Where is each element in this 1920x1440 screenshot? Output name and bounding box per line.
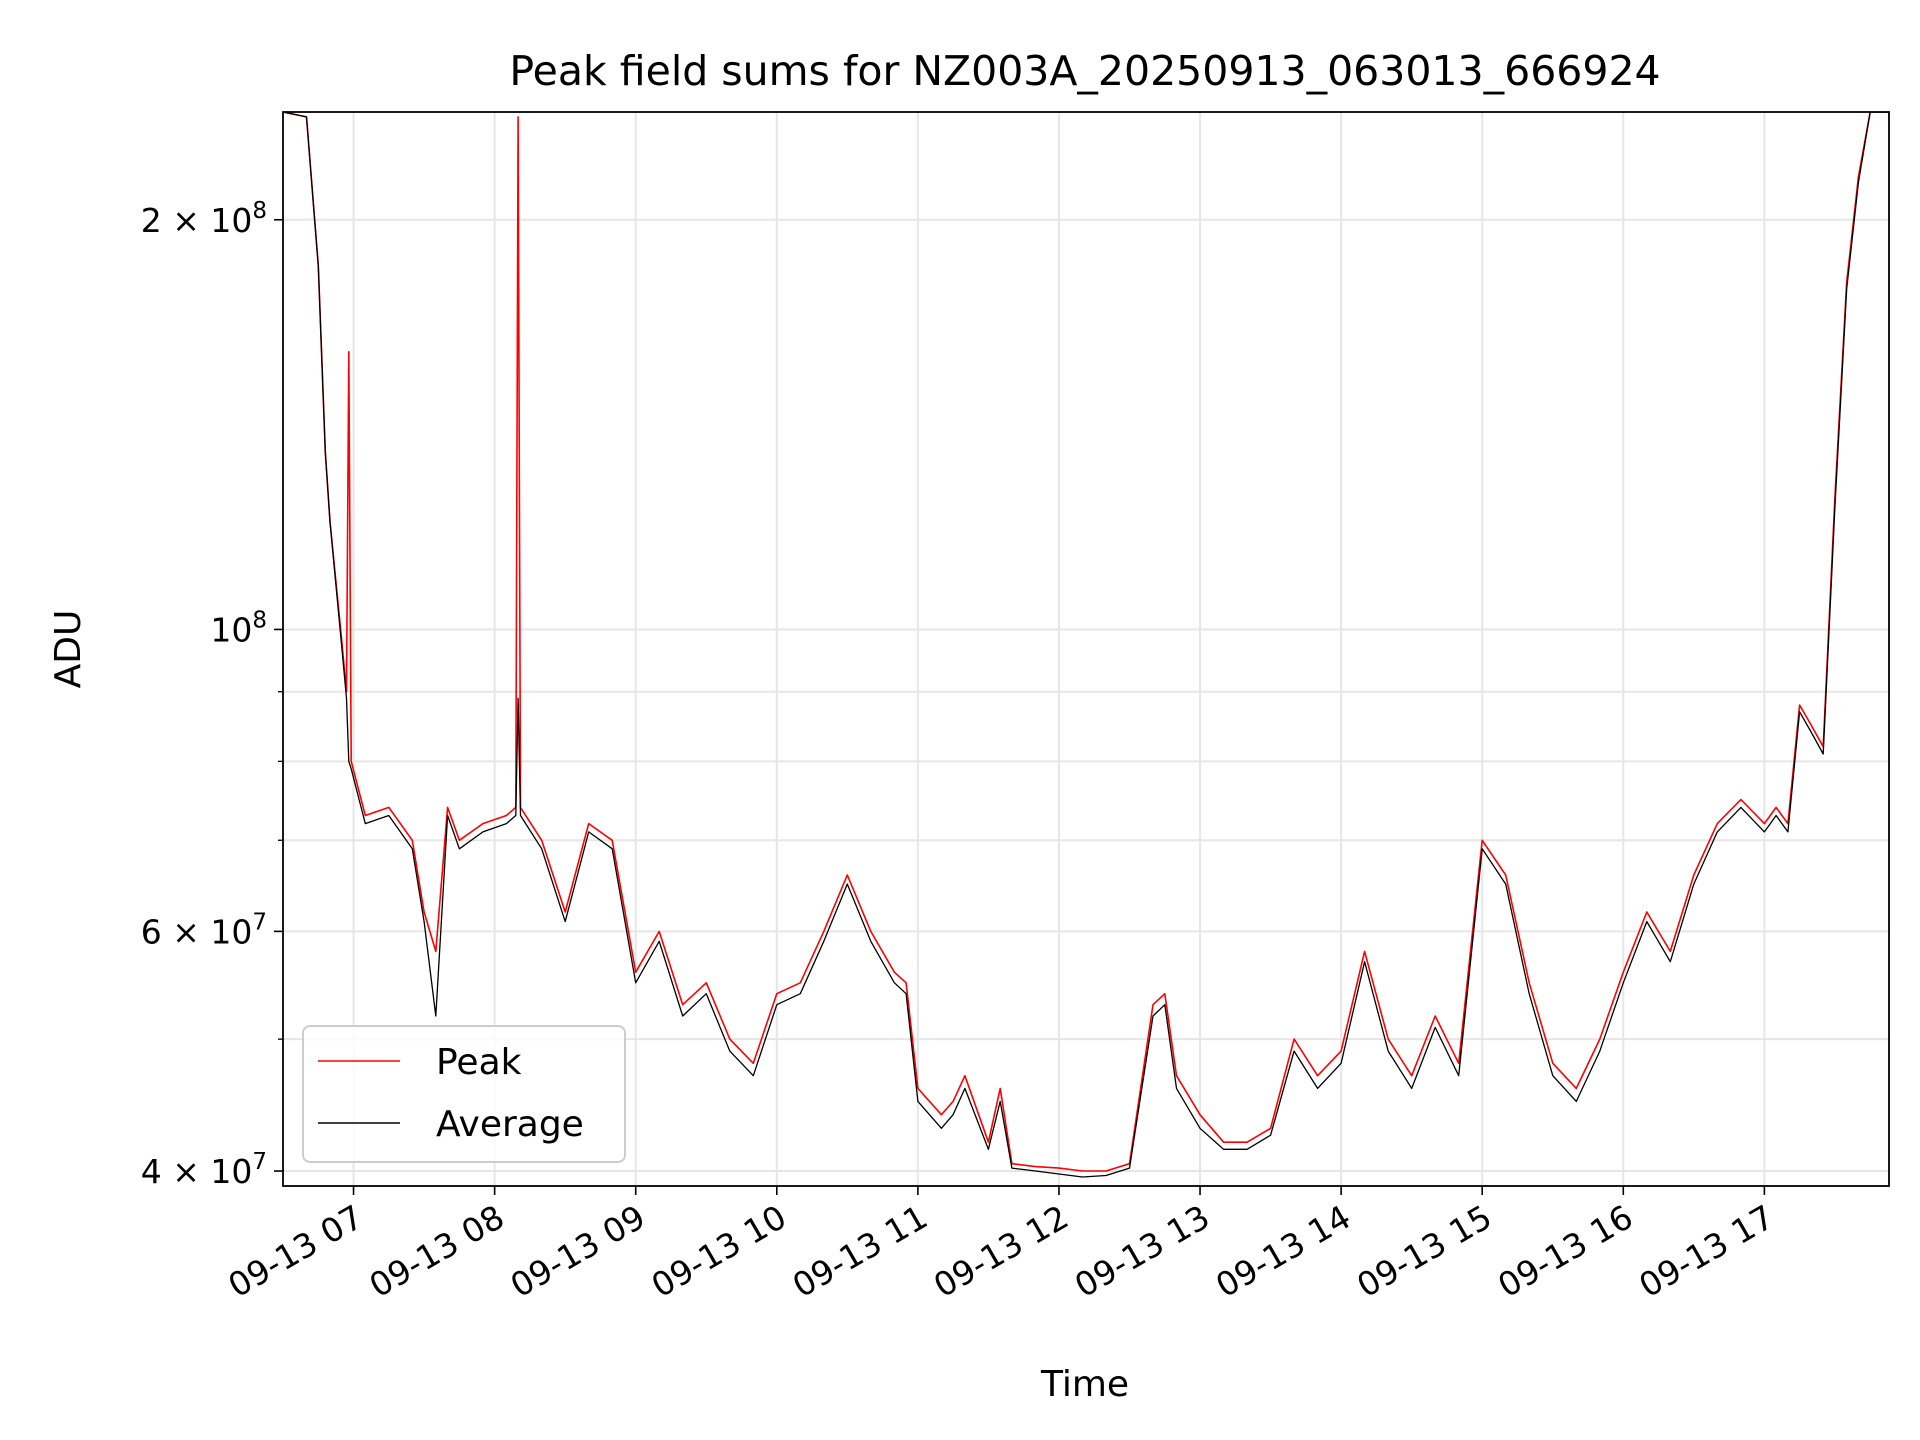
plot-frame [282, 111, 1890, 1187]
legend-label-peak: Peak [436, 1042, 522, 1083]
x-axis-label: Time [1040, 1364, 1129, 1405]
chart-title: Peak field sums for NZ003A_20250913_0630… [509, 47, 1660, 95]
y-tick-label: 6 × 107 [141, 909, 267, 951]
y-tick-label: 2 × 108 [141, 198, 267, 240]
series-line-average [283, 112, 1889, 1178]
y-axis-label: ADU [48, 610, 89, 689]
y-tick-label: 4 × 107 [141, 1149, 267, 1191]
series-layer [283, 112, 1889, 1178]
legend-label-average: Average [436, 1104, 584, 1145]
legend: Peak Average [302, 1025, 626, 1163]
y-axis-ticks: 4 × 107 6 × 107 108 2 × 108 [141, 198, 283, 1191]
series-line-peak [283, 112, 1889, 1172]
y-tick-label: 108 [210, 607, 267, 649]
grid [283, 112, 1889, 1186]
legend-box [302, 1025, 626, 1163]
